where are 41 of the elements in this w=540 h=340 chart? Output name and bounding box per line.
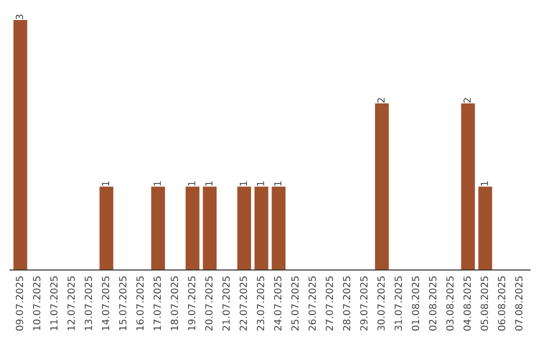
x-tick-label: 18.07.2025: [170, 276, 178, 330]
x-tick-label: 24.07.2025: [274, 276, 282, 331]
x-tick-label: 01.08.2025: [412, 276, 420, 331]
x-tick-label: 29.07.2025: [360, 276, 368, 331]
x-tick-label: 07.08.2025: [515, 276, 522, 331]
x-tick-label: 27.07.2025: [326, 276, 334, 331]
x-tick-label: 26.07.2025: [308, 276, 316, 331]
data-label: 1: [205, 181, 212, 186]
data-label: 1: [188, 181, 196, 186]
x-tick-label: 22.07.2025: [240, 276, 247, 331]
data-label: 2: [377, 98, 385, 103]
x-tick-label: 15.07.2025: [119, 276, 126, 330]
x-tick-label: 10.07.2025: [33, 276, 40, 330]
data-label: 1: [102, 181, 110, 186]
x-tick-label: 16.07.2025: [136, 276, 144, 330]
x-tick-label: 19.07.2025: [188, 276, 196, 330]
x-tick-label: 03.08.2025: [446, 276, 454, 331]
x-tick-label: 23.07.2025: [256, 276, 264, 331]
data-label: 1: [480, 181, 488, 186]
x-tick-label: 17.07.2025: [154, 276, 161, 330]
data-label: 1: [154, 181, 161, 186]
data-label: 1: [240, 181, 247, 186]
data-label: 2: [463, 98, 471, 103]
x-tick-label: 04.08.2025: [463, 276, 471, 331]
data-label: 1: [256, 181, 264, 186]
x-tick-label: 30.07.2025: [377, 276, 385, 330]
x-tick-label: 31.07.2025: [394, 276, 402, 330]
x-tick-label: 20.07.2025: [205, 276, 213, 331]
x-tick-label: 11.07.2025: [50, 276, 58, 330]
x-tick-label: 02.08.2025: [429, 276, 436, 331]
data-label: 1: [274, 181, 282, 186]
x-tick-label: 12.07.2025: [67, 276, 75, 330]
x-tick-label: 13.07.2025: [84, 276, 92, 330]
x-tick-label: 14.07.2025: [102, 276, 110, 330]
x-tick-label: 06.08.2025: [498, 276, 506, 331]
x-tick-label: 09.07.2025: [16, 276, 24, 331]
x-tick-label: 05.08.2025: [480, 276, 488, 331]
x-tick-label: 21.07.2025: [222, 276, 230, 331]
x-tick-label: 25.07.2025: [291, 276, 299, 331]
data-label: 3: [16, 14, 24, 20]
x-tick-label: 28.07.2025: [342, 276, 350, 331]
